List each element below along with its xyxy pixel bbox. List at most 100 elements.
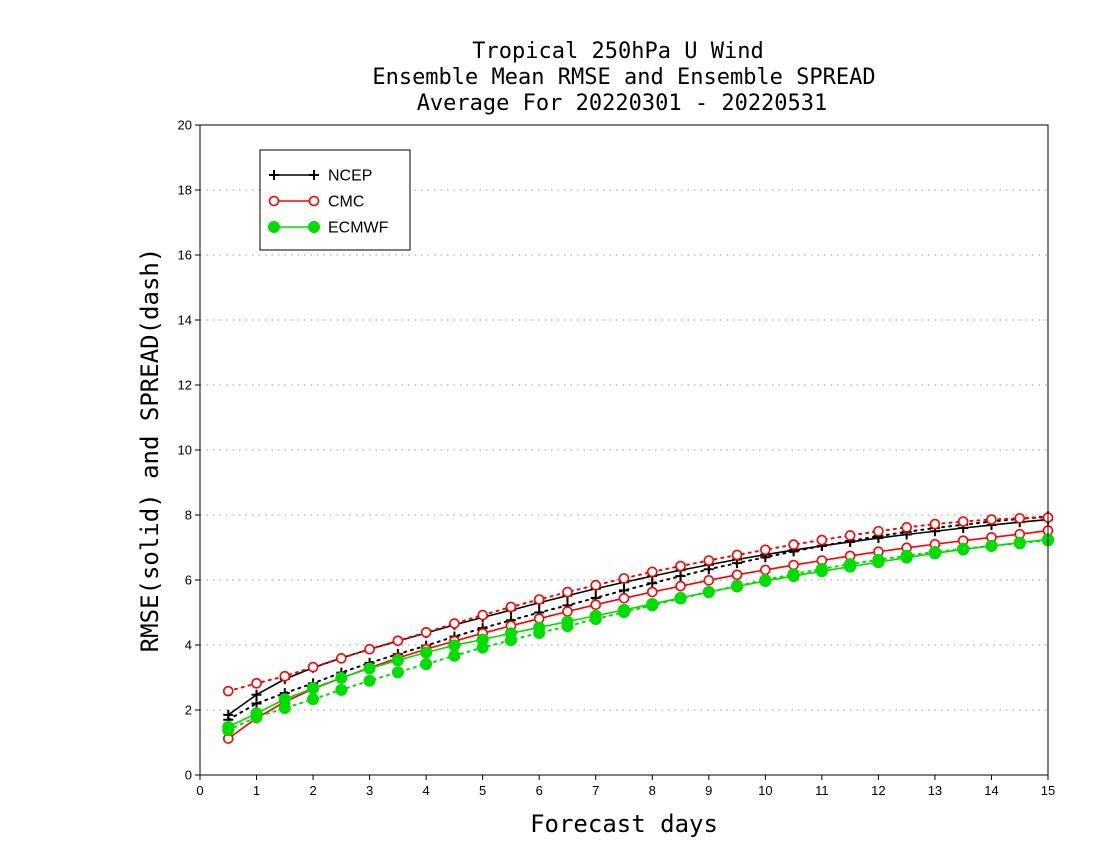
legend-item-cmc: CMC	[268, 194, 364, 211]
x-tick-label: 12	[871, 783, 885, 798]
cmc-rmse-point	[703, 575, 715, 586]
ecmwf-spread-point	[335, 683, 348, 696]
ncep-rmse-point	[251, 689, 262, 700]
x-tick-label: 11	[815, 783, 829, 798]
cmc-spread-point	[816, 534, 828, 546]
ecmwf-spread-point	[391, 666, 404, 679]
ecmwf-spread-point	[759, 574, 772, 586]
cmc-spread-point	[307, 661, 319, 673]
legend-marker	[268, 195, 280, 207]
cmc-rmse-point	[760, 564, 771, 576]
x-tick-label: 15	[1041, 783, 1055, 798]
y-tick-label: 2	[185, 703, 192, 718]
ecmwf-spread-point	[420, 658, 433, 671]
cmc-spread-point	[279, 670, 291, 682]
ecmwf-spread-point	[504, 634, 517, 647]
legend-marker	[308, 221, 320, 233]
x-axis: 0 1 2 3 4 5 6 7 8 9 10 11 12 13 14 15	[196, 775, 1055, 798]
ecmwf-spread-point	[222, 724, 235, 737]
cmc-spread-series	[222, 512, 1054, 697]
y-axis-title: RMSE(solid) and SPREAD(dash)	[136, 248, 164, 653]
ecmwf-rmse-line	[227, 538, 1049, 728]
cmc-spread-point	[1014, 512, 1026, 524]
ncep-rmse-line	[227, 518, 1049, 716]
cmc-spread-point	[533, 594, 545, 605]
ecmwf-spread-point	[900, 549, 913, 562]
cmc-spread-point	[590, 579, 602, 591]
legend-marker	[268, 221, 280, 233]
legend: NCEP CMC ECMWF	[259, 149, 411, 251]
ecmwf-spread-point	[674, 592, 687, 605]
x-axis-title: Forecast days	[530, 810, 718, 838]
ecmwf-rmse-point	[448, 639, 461, 652]
cmc-spread-point	[986, 514, 997, 525]
cmc-rmse-point	[646, 586, 658, 598]
legend-item-ncep: NCEP	[269, 168, 372, 185]
ecmwf-spread-point	[448, 649, 461, 662]
legend-marker	[308, 195, 320, 207]
cmc-spread-point	[336, 653, 347, 664]
ecmwf-spread-point	[928, 546, 941, 559]
x-tick-label: 5	[479, 783, 486, 798]
cmc-spread-point	[731, 549, 743, 561]
title-line-2: Ensemble Mean RMSE and Ensemble SPREAD	[372, 65, 875, 90]
cmc-spread-point	[562, 586, 573, 598]
x-tick-label: 10	[758, 783, 772, 798]
cmc-spread-point	[618, 573, 630, 584]
legend-marker	[269, 170, 279, 180]
y-tick-label: 0	[185, 768, 192, 783]
cmc-spread-point	[251, 678, 262, 689]
ecmwf-spread-point	[731, 579, 744, 592]
y-tick-label: 20	[178, 118, 192, 133]
x-tick-label: 14	[984, 783, 998, 798]
y-axis: 0 2 4 6 8 10 12 14 16 18 20	[178, 118, 200, 783]
legend-box	[259, 149, 411, 251]
ncep-spread-point	[251, 698, 262, 709]
x-tick-label: 4	[423, 783, 430, 798]
y-tick-label: 16	[178, 248, 192, 263]
ecmwf-spread-point	[561, 620, 574, 633]
x-tick-label: 9	[705, 783, 712, 798]
title-line-1: Tropical 250hPa U Wind	[472, 39, 763, 64]
ecmwf-spread-line	[227, 539, 1049, 732]
cmc-rmse-point	[675, 580, 686, 592]
legend-marker	[309, 170, 319, 180]
cmc-spread-point	[392, 635, 404, 647]
y-tick-label: 14	[178, 313, 192, 328]
ecmwf-rmse-point	[335, 671, 348, 684]
y-tick-label: 4	[185, 638, 192, 653]
legend-label: ECMWF	[328, 220, 389, 237]
ecmwf-spread-point	[476, 641, 489, 654]
ecmwf-spread-point	[363, 674, 376, 687]
ecmwf-spread-point	[872, 553, 885, 566]
ecmwf-spread-point	[533, 626, 546, 639]
ecmwf-spread-point	[589, 613, 602, 625]
x-tick-label: 7	[592, 783, 599, 798]
x-tick-label: 6	[536, 783, 543, 798]
ecmwf-spread-series	[222, 534, 1054, 737]
x-tick-label: 1	[253, 783, 260, 798]
legend-label: CMC	[328, 194, 364, 211]
ncep-spread-series	[223, 511, 1053, 725]
y-tick-label: 8	[185, 508, 192, 523]
ecmwf-spread-point	[1013, 537, 1026, 550]
ncep-spread-point	[675, 571, 686, 582]
cmc-spread-line	[227, 516, 1049, 693]
ecmwf-spread-point	[957, 542, 970, 555]
ecmwf-rmse-point	[420, 646, 433, 659]
cmc-spread-point	[929, 518, 941, 530]
cmc-spread-point	[505, 601, 517, 613]
y-tick-label: 18	[178, 183, 192, 198]
legend-label: NCEP	[328, 168, 372, 185]
cmc-spread-point	[873, 525, 884, 537]
cmc-spread-point	[646, 566, 658, 578]
ecmwf-rmse-series	[222, 533, 1054, 733]
cmc-spread-point	[222, 685, 234, 697]
cmc-spread-point	[901, 522, 912, 533]
ecmwf-spread-point	[278, 702, 291, 715]
ncep-spread-line	[227, 515, 1049, 721]
cmc-spread-point	[844, 530, 856, 541]
cmc-rmse-point	[618, 592, 630, 604]
x-tick-label: 13	[928, 783, 942, 798]
